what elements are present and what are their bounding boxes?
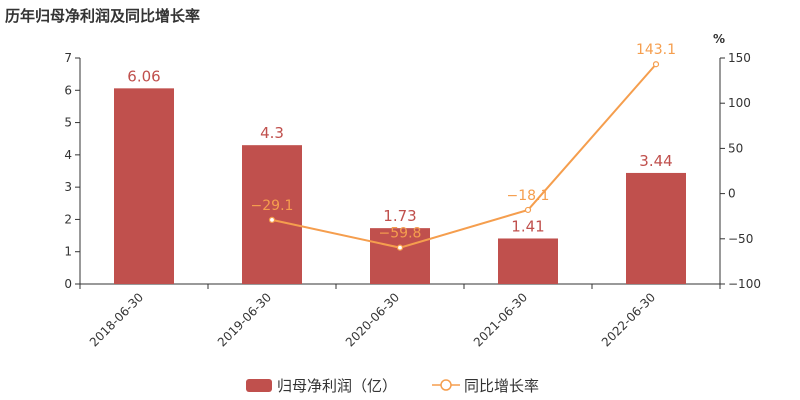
bars xyxy=(114,88,686,284)
right-axis-tick-label: −100 xyxy=(728,277,761,291)
x-axis-tick-label: 2019-06-30 xyxy=(215,290,274,349)
growth-value-label: −29.1 xyxy=(251,198,294,214)
right-axis-tick-label: −50 xyxy=(728,232,753,246)
growth-value-label: 143.1 xyxy=(636,42,676,58)
bar-value-label: 6.06 xyxy=(127,67,160,85)
bar-value-label: 1.73 xyxy=(383,207,416,225)
right-axis-tick-label: 50 xyxy=(728,141,743,155)
growth-point xyxy=(396,244,404,251)
legend-line-marker xyxy=(440,379,452,391)
chart-title: 历年归母净利润及同比增长率 xyxy=(5,7,200,25)
legend-bar-label: 归母净利润（亿） xyxy=(277,377,397,395)
legend: 归母净利润（亿） 同比增长率 xyxy=(246,377,539,395)
right-axis-tick-label: 100 xyxy=(728,96,751,110)
x-axis-tick-label: 2020-06-30 xyxy=(343,290,402,349)
bar xyxy=(242,145,302,284)
growth-point xyxy=(524,206,532,214)
bar xyxy=(498,238,558,284)
bar-value-label: 3.44 xyxy=(639,152,672,170)
right-axis-tick-label: 0 xyxy=(728,187,736,201)
right-axis-unit: % xyxy=(713,32,725,46)
growth-point xyxy=(268,216,276,224)
bar xyxy=(114,88,174,284)
left-axis-tick-label: 7 xyxy=(64,51,72,65)
x-axis-tick-label: 2018-06-30 xyxy=(87,290,146,349)
growth-value-label: −18.1 xyxy=(507,188,550,204)
left-axis-tick-label: 0 xyxy=(64,277,72,291)
legend-bar-swatch xyxy=(246,379,272,392)
left-axis-tick-label: 2 xyxy=(64,212,72,226)
bar xyxy=(370,228,430,284)
left-axis-tick-label: 4 xyxy=(64,148,72,162)
bar-value-label: 1.41 xyxy=(511,217,544,235)
bar-value-label: 4.3 xyxy=(260,124,284,142)
data-labels: 6.06 4.3 1.73 1.41 3.44 −29.1 −59.8 −18.1 143.1 xyxy=(127,42,676,241)
left-axis-tick-label: 6 xyxy=(64,83,72,97)
growth-line xyxy=(268,61,660,251)
x-axis-tick-label: 2021-06-30 xyxy=(471,290,530,349)
left-axis-tick-label: 5 xyxy=(64,116,72,130)
bar xyxy=(626,172,686,284)
growth-line-path xyxy=(271,63,657,249)
right-axis-tick-label: 150 xyxy=(728,51,751,65)
legend-line-label: 同比增长率 xyxy=(464,377,539,395)
growth-value-label: −59.8 xyxy=(379,226,422,242)
left-axis-tick-label: 3 xyxy=(64,180,72,194)
growth-point xyxy=(652,61,660,68)
x-axis-tick-label: 2022-06-30 xyxy=(599,290,658,349)
left-axis-tick-label: 1 xyxy=(64,245,72,259)
